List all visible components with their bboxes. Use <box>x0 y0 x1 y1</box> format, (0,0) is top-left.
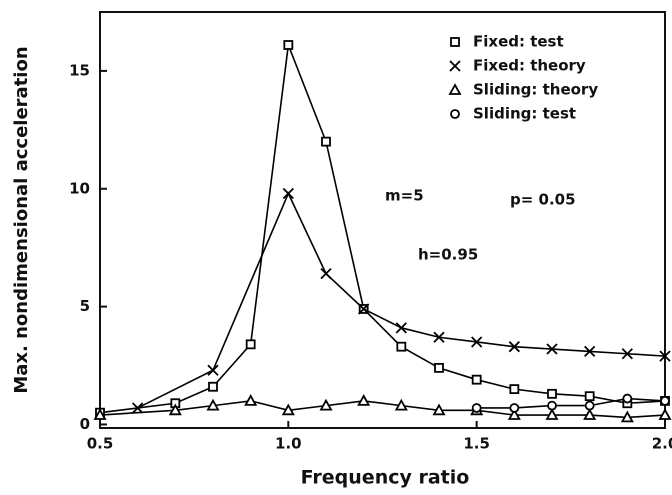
series-line <box>99 44 666 414</box>
x-tick-label: 1.0 <box>275 435 302 453</box>
data-point <box>207 364 219 376</box>
data-point <box>471 374 482 385</box>
data-point <box>471 336 483 348</box>
data-point <box>358 303 370 315</box>
data-point <box>357 394 371 406</box>
data-point <box>320 267 332 280</box>
data-point <box>394 398 408 411</box>
data-point <box>93 408 107 420</box>
legend-label: Fixed: test <box>473 33 564 51</box>
y-tick-label: 15 <box>69 61 90 79</box>
data-point <box>244 394 258 406</box>
data-point <box>508 341 520 353</box>
data-point <box>660 395 670 406</box>
annotation: h=0.95 <box>418 246 478 264</box>
data-point <box>471 403 482 413</box>
legend-label: Fixed: theory <box>473 57 586 75</box>
data-point <box>432 403 446 416</box>
data-point <box>509 384 520 395</box>
data-point <box>206 398 220 411</box>
legend-marker <box>450 37 460 47</box>
data-point <box>282 187 294 200</box>
data-point <box>545 408 559 420</box>
plot-frame <box>99 11 666 429</box>
data-point <box>168 403 182 416</box>
annotation: p= 0.05 <box>510 191 576 209</box>
data-point <box>546 343 558 355</box>
x-tick-label: 1.5 <box>463 435 490 453</box>
legend-marker <box>449 60 461 72</box>
data-point <box>245 339 256 350</box>
data-point <box>622 393 633 404</box>
data-point <box>283 40 294 50</box>
data-point <box>658 408 672 420</box>
data-point <box>584 400 595 411</box>
data-point <box>659 350 671 362</box>
data-point <box>319 398 333 411</box>
y-tick-label: 5 <box>80 297 90 315</box>
data-point <box>396 341 407 352</box>
data-point <box>433 331 445 343</box>
series-line <box>137 191 666 409</box>
y-tick-label: 10 <box>69 179 90 197</box>
data-point <box>208 381 218 392</box>
series-line <box>99 400 666 419</box>
data-point <box>620 410 634 423</box>
annotation: m=5 <box>385 187 424 205</box>
x-tick-label: 0.5 <box>87 435 114 453</box>
legend-marker <box>450 109 460 119</box>
data-point <box>584 391 595 402</box>
data-point <box>583 408 597 420</box>
x-axis-label: Frequency ratio <box>301 467 470 489</box>
data-point <box>584 345 596 358</box>
data-point <box>281 403 295 416</box>
data-point <box>434 362 444 373</box>
legend-label: Sliding: theory <box>473 81 598 99</box>
data-point <box>132 402 144 414</box>
data-point <box>621 348 633 360</box>
legend-marker <box>448 83 462 95</box>
data-point <box>321 136 331 147</box>
data-point <box>547 400 557 411</box>
series-line <box>476 397 666 409</box>
x-tick-label: 2.0 <box>652 435 672 453</box>
y-axis-label: Max. nondimensional acceleration <box>11 46 32 393</box>
data-point <box>395 322 407 334</box>
data-point <box>547 388 557 399</box>
data-point <box>509 403 520 413</box>
data-point <box>507 408 521 420</box>
legend-label: Sliding: test <box>473 105 576 123</box>
y-tick-label: 0 <box>80 415 90 433</box>
